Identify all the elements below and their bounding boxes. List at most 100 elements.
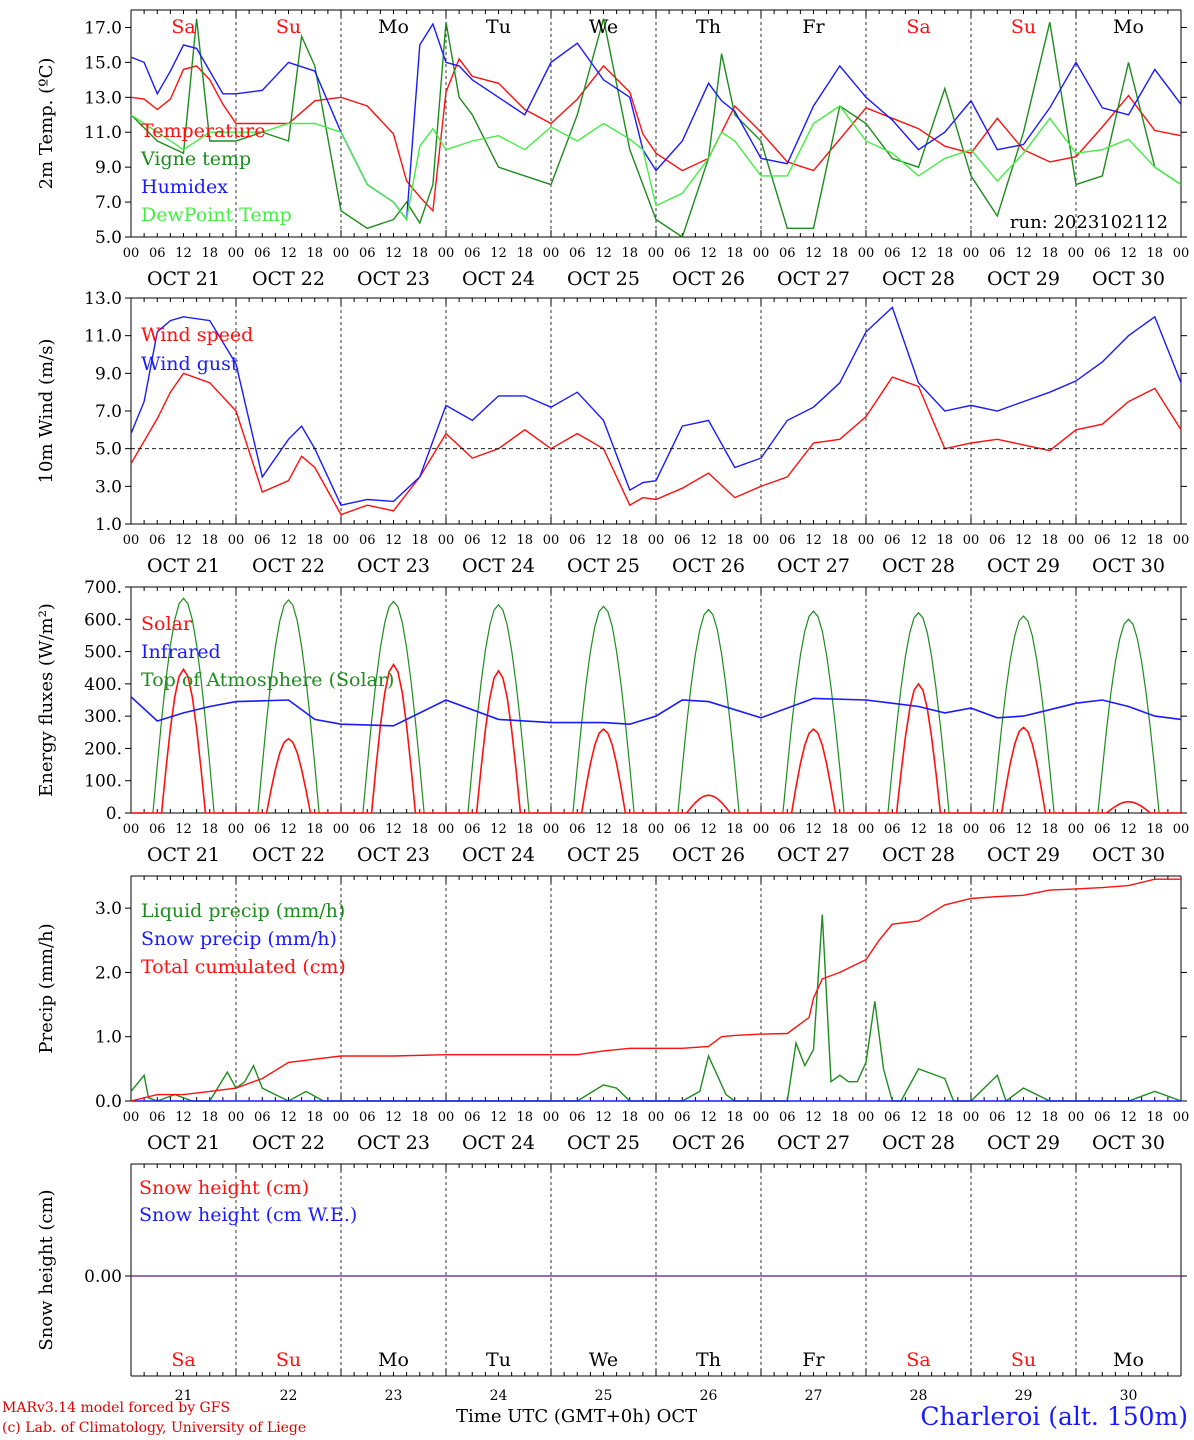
hour-tick-label: 12 <box>910 533 927 548</box>
hour-tick-label: 00 <box>858 1110 875 1125</box>
day-number-label: 29 <box>1015 1388 1033 1404</box>
hour-tick-label: 18 <box>516 1110 533 1125</box>
hour-tick-label: 00 <box>438 1110 455 1125</box>
hour-tick-label: 12 <box>1120 822 1137 837</box>
hour-tick-label: 18 <box>201 533 218 548</box>
weekday-label: Mo <box>1113 16 1144 38</box>
day-number-label: 23 <box>385 1388 403 1404</box>
date-label: OCT 30 <box>1092 268 1165 290</box>
hour-tick-label: 00 <box>648 246 665 261</box>
date-label: OCT 28 <box>882 844 955 866</box>
hour-tick-label: 18 <box>516 246 533 261</box>
hour-tick-label: 12 <box>280 822 297 837</box>
weekday-label: Su <box>1011 1349 1036 1371</box>
date-label: OCT 26 <box>672 844 745 866</box>
hour-tick-label: 18 <box>201 246 218 261</box>
hour-tick-label: 06 <box>674 1110 691 1125</box>
day-number-label: 25 <box>595 1388 613 1404</box>
weekday-label: Fr <box>802 16 825 38</box>
hour-tick-label: 06 <box>884 246 901 261</box>
hour-tick-label: 00 <box>1173 1110 1190 1125</box>
day-number-label: 22 <box>280 1388 298 1404</box>
hour-tick-label: 06 <box>884 1110 901 1125</box>
hour-tick-label: 06 <box>464 246 481 261</box>
hour-tick-label: 06 <box>884 533 901 548</box>
hour-tick-label: 18 <box>201 1110 218 1125</box>
hour-tick-label: 00 <box>858 246 875 261</box>
hour-tick-label: 06 <box>779 1110 796 1125</box>
hour-tick-label: 00 <box>1068 1110 1085 1125</box>
panel-precip <box>125 875 1187 1103</box>
weekday-label: Th <box>696 1349 721 1371</box>
legend-entry: Wind gust <box>141 353 239 375</box>
hour-tick-label: 06 <box>254 822 271 837</box>
hour-tick-label: 06 <box>1094 822 1111 837</box>
hour-tick-label: 00 <box>543 1110 560 1125</box>
y-axis-label: 2m Temp. (ºC) <box>36 58 57 190</box>
hour-tick-label: 12 <box>385 533 402 548</box>
hour-tick-label: 12 <box>700 822 717 837</box>
hour-tick-label: 12 <box>805 822 822 837</box>
date-label: OCT 28 <box>882 555 955 577</box>
date-label: OCT 23 <box>357 1132 430 1154</box>
hour-tick-label: 00 <box>333 822 350 837</box>
y-tick-label: 5.0 <box>95 440 122 460</box>
series-line-vigne-temp <box>130 18 1182 239</box>
y-tick-label: 1.0 <box>95 515 122 535</box>
date-label: OCT 29 <box>987 1132 1060 1154</box>
hour-tick-label: 18 <box>516 533 533 548</box>
hour-tick-label: 18 <box>831 822 848 837</box>
hour-tick-label: 12 <box>280 533 297 548</box>
hour-tick-label: 12 <box>1015 1110 1032 1125</box>
y-tick-label: 300. <box>84 707 122 727</box>
day-number-label: 21 <box>175 1388 193 1404</box>
date-label: OCT 25 <box>567 555 640 577</box>
y-tick-label: 0.00 <box>84 1267 122 1287</box>
hour-tick-label: 00 <box>753 246 770 261</box>
legend-entry: Humidex <box>141 176 228 198</box>
series-line-wind-speed <box>130 372 1182 516</box>
date-label: OCT 24 <box>462 555 535 577</box>
hour-tick-label: 12 <box>700 1110 717 1125</box>
date-label: OCT 24 <box>462 268 535 290</box>
hour-tick-label: 12 <box>490 1110 507 1125</box>
hour-tick-label: 00 <box>963 533 980 548</box>
day-number-label: 24 <box>490 1388 508 1404</box>
hour-tick-label: 12 <box>490 822 507 837</box>
hour-tick-label: 18 <box>1146 822 1163 837</box>
hour-tick-label: 06 <box>674 822 691 837</box>
y-tick-label: 7.0 <box>95 402 122 422</box>
y-axis-label: Energy fluxes (W/m²) <box>36 603 57 797</box>
legend-entry: Infrared <box>141 641 221 663</box>
hour-tick-label: 00 <box>963 822 980 837</box>
hour-tick-label: 00 <box>333 533 350 548</box>
hour-tick-label: 18 <box>1146 246 1163 261</box>
hour-tick-label: 18 <box>306 1110 323 1125</box>
panel-wind <box>125 297 1187 525</box>
weekday-label: Su <box>1011 16 1036 38</box>
hour-tick-label: 18 <box>621 533 638 548</box>
hour-tick-label: 12 <box>910 246 927 261</box>
hour-tick-label: 18 <box>201 822 218 837</box>
y-tick-label: 0. <box>106 804 122 824</box>
y-tick-label: 500. <box>84 643 122 663</box>
hour-tick-label: 12 <box>175 246 192 261</box>
weekday-label: Tu <box>486 16 511 38</box>
hour-tick-label: 06 <box>464 1110 481 1125</box>
y-tick-label: 13.0 <box>84 289 122 309</box>
station-label: Charleroi (alt. 150m) <box>920 1402 1188 1431</box>
hour-tick-label: 18 <box>831 533 848 548</box>
hour-tick-label: 18 <box>726 246 743 261</box>
weekday-label: We <box>589 1349 618 1371</box>
weekday-label: Sa <box>906 16 930 38</box>
hour-tick-label: 06 <box>254 246 271 261</box>
hour-tick-label: 00 <box>543 246 560 261</box>
day-number-label: 28 <box>910 1388 928 1404</box>
series-line-solar <box>131 662 1181 814</box>
date-label: OCT 24 <box>462 844 535 866</box>
hour-tick-label: 18 <box>936 246 953 261</box>
legend-entry: Snow height (cm) <box>139 1177 309 1199</box>
hour-tick-label: 18 <box>306 533 323 548</box>
legend-entry: Temperature <box>141 120 265 142</box>
